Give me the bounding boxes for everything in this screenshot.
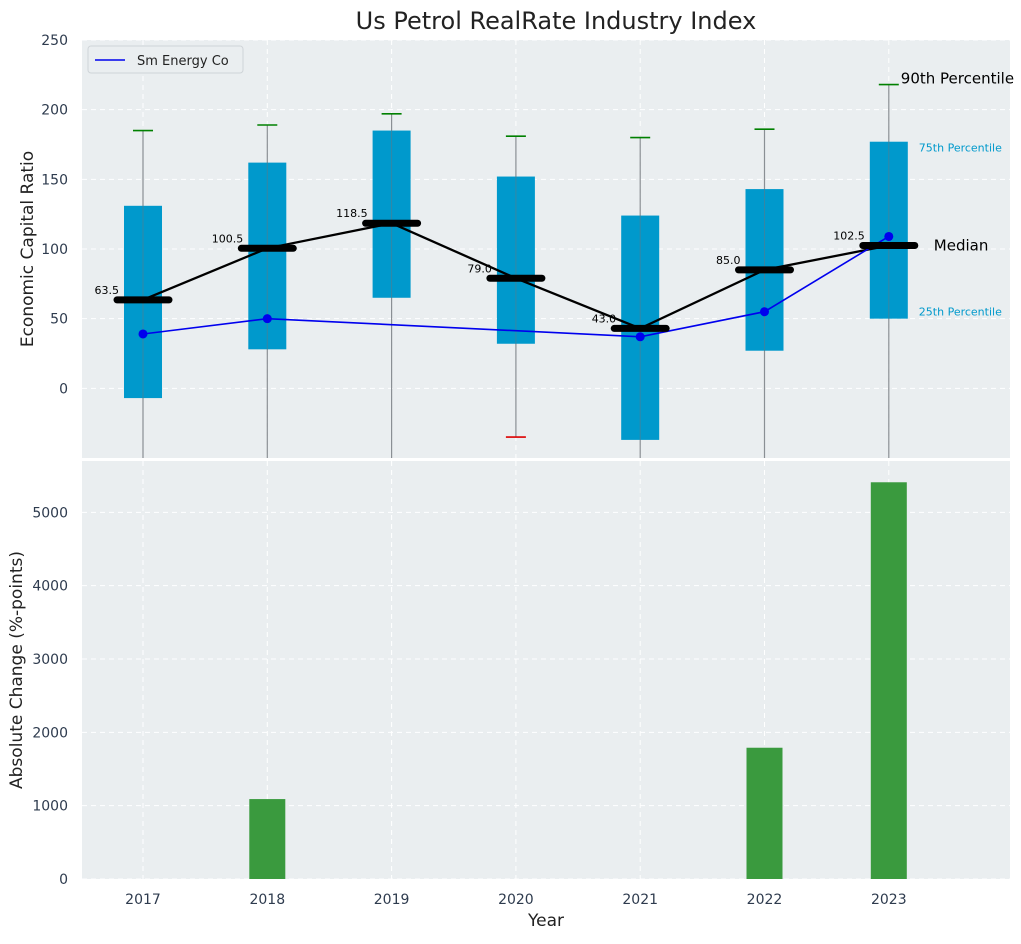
x-tick-label-2017: 2017: [125, 892, 161, 908]
median-label-2021: 43.0: [592, 312, 617, 325]
median-label-2018: 100.5: [212, 232, 244, 245]
bar-2018: [249, 799, 286, 879]
x-tick-label-2022: 2022: [747, 892, 783, 908]
bottom-y-tick-label: 0: [59, 872, 68, 888]
median-label-2023: 102.5: [833, 230, 865, 243]
bottom-y-tick-label: 1000: [32, 799, 68, 815]
box-group: [124, 83, 908, 458]
top-y-tick-label: 50: [50, 312, 68, 328]
legend-box: [87, 45, 244, 74]
annotation-75th-percentile: 75th Percentile: [919, 142, 1002, 155]
annotation-25th-percentile: 25th Percentile: [919, 306, 1002, 319]
x-tick-label-2023: 2023: [871, 892, 907, 908]
company-point-2023: [884, 231, 894, 241]
x-tick-label-2019: 2019: [374, 892, 410, 908]
x-tick-label-2018: 2018: [249, 892, 285, 908]
top-y-tick-label: 150: [41, 172, 68, 188]
chart-title: Us Petrol RealRate Industry Index: [356, 7, 757, 35]
bottom-y-tick-label: 2000: [32, 725, 68, 741]
top-y-tick-label: 0: [59, 381, 68, 397]
annotation-median: Median: [934, 237, 989, 255]
median-label-2022: 85.0: [716, 254, 741, 267]
company-point-2022: [760, 307, 769, 317]
bottom-y-tick-label: 5000: [32, 505, 68, 521]
bottom-plot-background: [82, 461, 1010, 879]
company-point-2017: [138, 329, 148, 339]
median-label-2017: 63.5: [95, 284, 120, 297]
legend: Sm Energy Co: [87, 45, 244, 74]
top-y-tick-label: 100: [41, 242, 68, 258]
median-label-2020: 79.0: [467, 262, 492, 275]
bar-2022: [746, 747, 783, 879]
annotation-90th-percentile: 90th Percentile: [901, 70, 1014, 88]
company-point-2018: [262, 314, 272, 324]
x-axis-label: Year: [527, 911, 564, 931]
x-tick-label-2020: 2020: [498, 892, 534, 908]
top-y-axis-label: Economic Capital Ratio: [18, 151, 38, 347]
median-label-2019: 118.5: [336, 207, 368, 220]
top-y-tick-label: 250: [41, 33, 68, 49]
legend-label: Sm Energy Co: [137, 54, 229, 69]
x-tick-label-2021: 2021: [622, 892, 658, 908]
bottom-y-tick-label: 4000: [32, 579, 68, 595]
company-point-2021: [635, 332, 645, 342]
bar-2023: [870, 482, 907, 879]
bottom-y-axis-label: Absolute Change (%-points): [7, 551, 27, 789]
bottom-y-tick-label: 3000: [32, 652, 68, 668]
top-y-tick-label: 200: [41, 103, 68, 119]
